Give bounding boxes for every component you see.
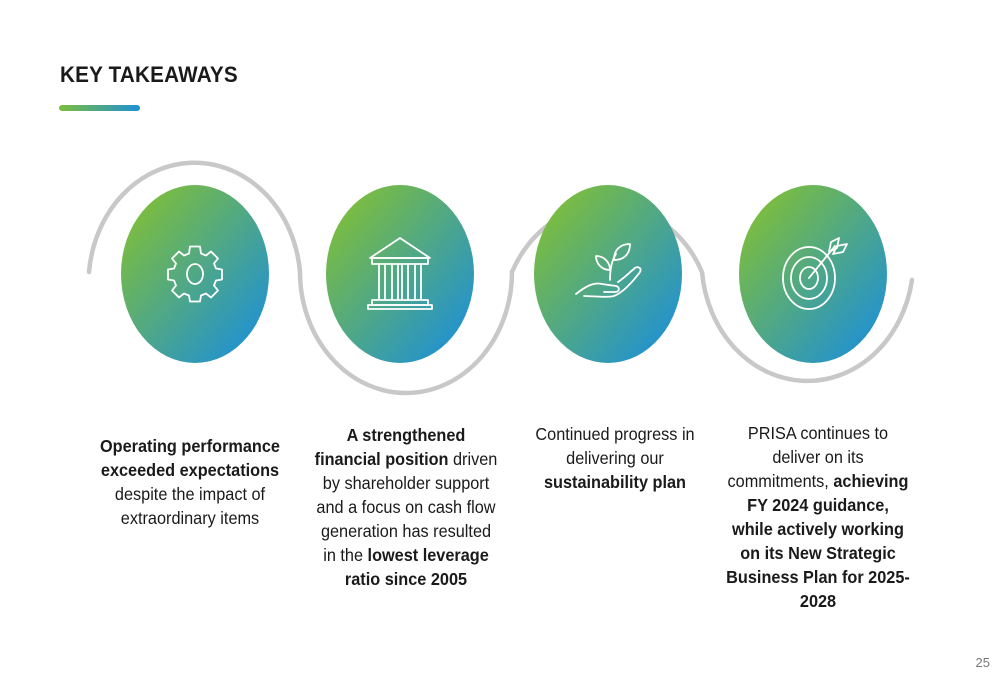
takeaway-regular-text: PRISA continues to deliver on its commit…	[727, 423, 889, 491]
takeaway-bold-text: A strengthened financial position	[314, 425, 466, 469]
title-underline-bar	[59, 105, 140, 111]
takeaway-text-2: A strengthened financial position driven…	[313, 423, 499, 591]
takeaway-bold-text: sustainability plan	[544, 472, 686, 492]
page-number: 25	[975, 655, 990, 670]
takeaway-bold-text: Operating performance exceeded expectati…	[100, 436, 280, 480]
takeaway-bold-text: achieving FY 2024 guidance, while active…	[726, 471, 910, 611]
slide-title: KEY TAKEAWAYS	[60, 62, 238, 87]
gear-icon	[167, 245, 223, 303]
takeaway-circle-2	[326, 185, 474, 363]
bank-building-icon	[367, 237, 433, 310]
takeaway-text-4: PRISA continues to deliver on its commit…	[725, 421, 911, 613]
takeaway-regular-text: Continued progress in delivering our	[535, 424, 695, 468]
takeaway-bold-text: lowest leverage ratio since 2005	[344, 545, 489, 589]
plant-in-hand-icon	[575, 243, 642, 298]
takeaway-regular-text: driven by shareholder support and a focu…	[316, 449, 498, 565]
takeaway-text-3: Continued progress in delivering our sus…	[522, 422, 708, 494]
takeaway-regular-text: despite the impact of extraordinary item…	[114, 484, 266, 528]
takeaway-text-1: Operating performance exceeded expectati…	[97, 434, 283, 530]
takeaway-circle-1	[121, 185, 269, 363]
takeaway-circle-3	[534, 185, 682, 363]
target-arrow-icon	[782, 237, 848, 310]
wave-connector-line	[86, 160, 915, 396]
